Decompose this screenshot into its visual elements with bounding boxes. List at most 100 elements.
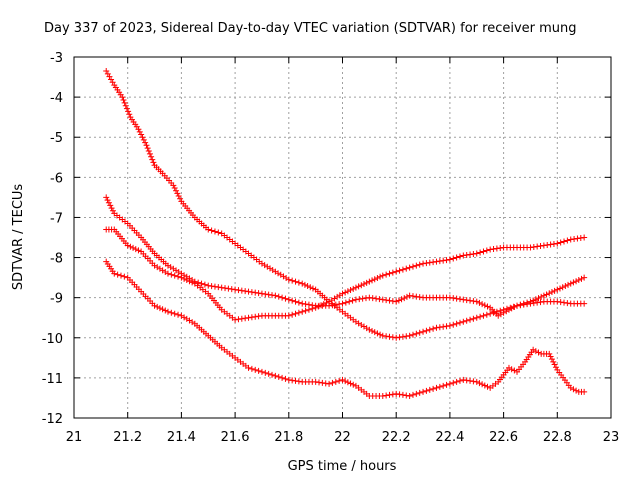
data-point: [120, 96, 127, 103]
grid-lines: [74, 57, 611, 418]
data-point: [126, 111, 133, 118]
data-point: [426, 326, 433, 333]
data-point: [175, 273, 182, 280]
data-point: [222, 285, 229, 292]
data-point: [537, 243, 544, 250]
data-point: [295, 309, 302, 316]
data-point: [309, 305, 316, 312]
data-point: [514, 302, 521, 309]
data-point: [433, 324, 440, 331]
data-point: [242, 288, 249, 295]
data-point: [443, 323, 450, 330]
data-point: [487, 310, 494, 317]
data-point: [154, 303, 161, 310]
data-point: [550, 241, 557, 248]
data-point: [336, 301, 343, 308]
data-point: [352, 296, 359, 303]
data-point: [416, 294, 423, 301]
data-point: [109, 207, 116, 214]
data-point: [228, 286, 235, 293]
data-point: [168, 309, 175, 316]
y-tick-label: -10: [42, 332, 63, 347]
data-point: [104, 197, 111, 204]
data-point: [195, 279, 202, 286]
data-point: [561, 238, 568, 245]
data-point: [546, 290, 553, 297]
data-point: [302, 301, 309, 308]
y-tick-label: -12: [42, 412, 63, 427]
data-point: [183, 277, 190, 284]
data-point: [177, 195, 184, 202]
data-point: [366, 294, 373, 301]
data-point: [235, 316, 242, 323]
data-point: [198, 280, 205, 287]
data-point: [379, 392, 386, 399]
data-point: [467, 316, 474, 323]
data-point: [339, 290, 346, 297]
data-point: [567, 384, 574, 391]
data-point: [511, 367, 518, 374]
chart-title: Day 337 of 2023, Sidereal Day-to-day VTE…: [44, 21, 577, 36]
x-tick-label: 22: [334, 430, 351, 445]
data-point: [171, 272, 178, 279]
data-point: [433, 258, 440, 265]
data-point: [146, 150, 153, 157]
data-point: [393, 390, 400, 397]
data-point: [127, 243, 134, 250]
data-point: [232, 286, 239, 293]
data-point: [559, 284, 566, 291]
y-tick-label: -4: [50, 91, 63, 106]
series-2: [103, 194, 588, 319]
data-point: [329, 302, 336, 309]
data-point: [470, 251, 477, 258]
data-point: [362, 295, 369, 302]
data-point: [309, 285, 316, 292]
data-point: [107, 202, 114, 209]
plot-frame: [73, 56, 612, 419]
data-point: [409, 263, 416, 270]
data-point: [374, 330, 381, 337]
data-point: [201, 281, 208, 288]
data-point: [366, 278, 373, 285]
data-point: [423, 327, 430, 334]
data-point: [252, 366, 259, 373]
data-point: [225, 285, 232, 292]
data-point: [453, 254, 460, 261]
data-point: [122, 102, 129, 109]
data-point: [136, 128, 143, 135]
data-point: [369, 327, 376, 334]
data-point: [406, 332, 413, 339]
data-point: [399, 391, 406, 398]
data-point: [205, 282, 212, 289]
data-point: [460, 296, 467, 303]
data-point: [395, 297, 402, 304]
data-point: [139, 134, 146, 141]
data-point: [508, 366, 515, 373]
data-point: [547, 241, 554, 248]
data-point: [305, 301, 312, 308]
data-point: [480, 312, 487, 319]
data-point: [426, 259, 433, 266]
data-point: [436, 324, 443, 331]
data-point: [534, 299, 541, 306]
data-point: [453, 320, 460, 327]
data-point: [426, 386, 433, 393]
data-point: [103, 194, 110, 201]
data-point: [289, 377, 296, 384]
data-point: [346, 298, 353, 305]
data-point: [245, 314, 252, 321]
data-point: [544, 242, 551, 249]
data-point: [571, 236, 578, 243]
data-point: [289, 297, 296, 304]
data-point: [379, 296, 386, 303]
data-point: [238, 315, 245, 322]
data-point: [554, 298, 561, 305]
data-point: [279, 294, 286, 301]
data-point: [481, 382, 488, 389]
data-point: [554, 286, 561, 293]
data-point: [398, 296, 405, 303]
y-tick-label: -3: [50, 51, 63, 66]
data-point: [446, 256, 453, 263]
data-point: [581, 274, 588, 281]
data-point: [211, 283, 218, 290]
